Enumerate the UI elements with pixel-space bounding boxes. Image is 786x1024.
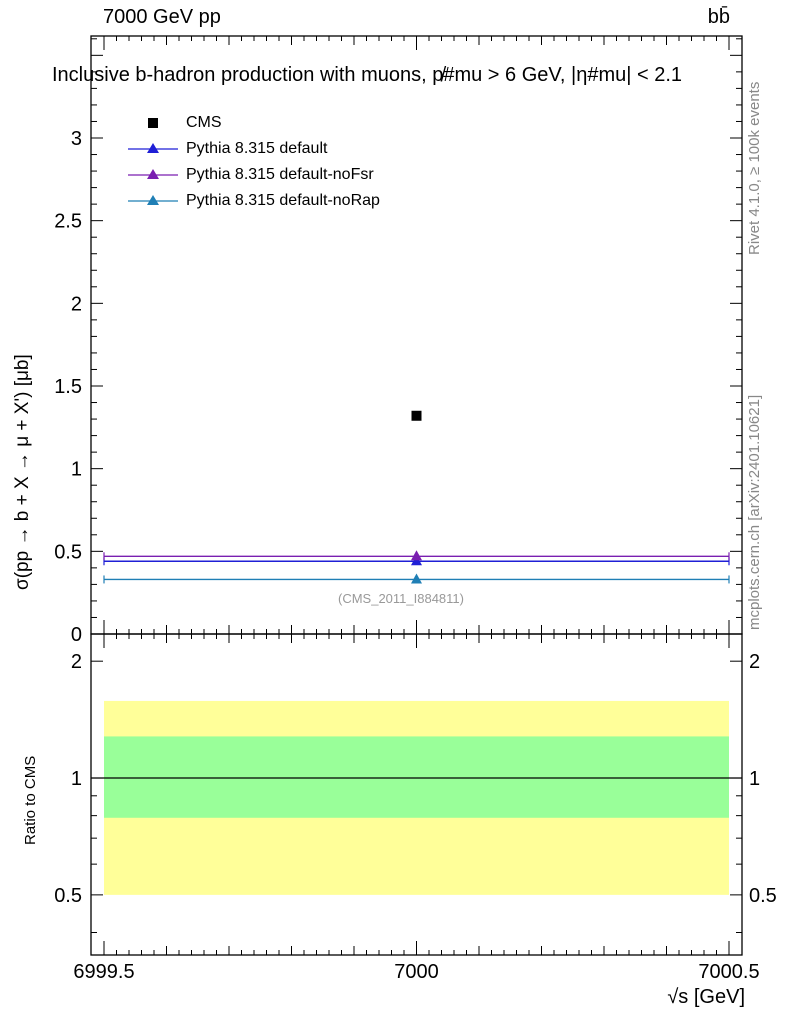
- ratio-y-tick-label-left: 2: [71, 651, 82, 673]
- main-y-tick-label: 2.5: [54, 211, 82, 233]
- x-tick-label: 7000: [394, 961, 439, 983]
- legend-label-cms: CMS: [186, 114, 222, 131]
- legend-label-norap: Pythia 8.315 default-noRap: [186, 192, 380, 209]
- plot-title: Inclusive b-hadron production with muons…: [52, 64, 683, 86]
- main-y-tick-label: 3: [71, 128, 82, 150]
- legend-triangle-icon: [128, 195, 178, 205]
- ratio-y-tick-label-right: 1: [749, 768, 760, 790]
- legend-square-icon: [148, 118, 158, 128]
- mcplots-label: mcplots.cern.ch [arXiv:2401.10621]: [746, 394, 763, 630]
- ratio-y-tick-label-left: 0.5: [54, 885, 82, 907]
- series-marker-3: [411, 573, 422, 584]
- main-y-tick-label: 1: [71, 459, 82, 481]
- legend-label-nofsr: Pythia 8.315 default-noFsr: [186, 166, 374, 183]
- cms-data-point: [411, 410, 422, 421]
- legend-triangle-icon: [128, 169, 178, 179]
- series-marker-2: [411, 550, 422, 561]
- energy-label: 7000 GeV pp: [103, 6, 221, 28]
- ratio-y-axis-label: Ratio to CMS: [22, 755, 39, 845]
- process-label: bb̄: [707, 6, 730, 28]
- x-tick-label: 6999.5: [73, 961, 134, 983]
- legend-triangle-icon: [128, 143, 178, 153]
- main-y-tick-label: 0.5: [54, 541, 82, 563]
- legend-label-default: Pythia 8.315 default: [186, 140, 328, 157]
- main-y-tick-label: 0: [71, 624, 82, 646]
- x-tick-label: 7000.5: [698, 961, 759, 983]
- ratio-y-tick-label-right: 0.5: [749, 885, 777, 907]
- main-y-tick-label: 1.5: [54, 376, 82, 398]
- main-y-tick-label: 2: [71, 293, 82, 315]
- ratio-y-tick-label-left: 1: [71, 768, 82, 790]
- main-y-axis-label: σ(pp → b + X → μ + X') [μb]: [12, 354, 33, 590]
- reference-label: (CMS_2011_I884811): [338, 591, 464, 606]
- rivet-version-label: Rivet 4.1.0, ≥ 100k events: [746, 81, 763, 255]
- ratio-band-1: [104, 736, 729, 818]
- ratio-y-tick-label-right: 2: [749, 651, 760, 673]
- x-axis-label: √s [GeV]: [667, 986, 745, 1008]
